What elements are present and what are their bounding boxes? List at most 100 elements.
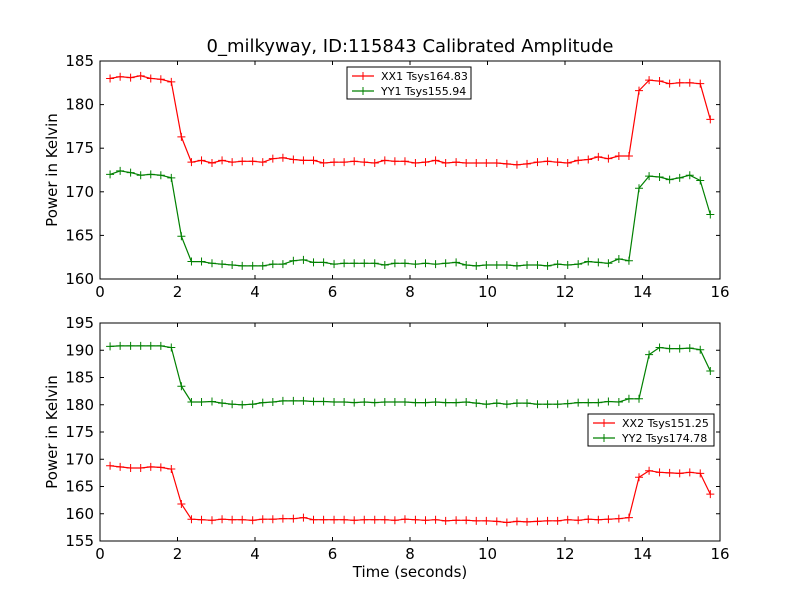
data-point xyxy=(116,72,125,81)
data-point xyxy=(655,172,664,181)
data-point xyxy=(136,341,145,350)
data-point xyxy=(278,260,287,269)
data-point xyxy=(207,516,216,525)
data-point xyxy=(167,343,176,352)
data-point xyxy=(136,463,145,472)
data-point xyxy=(492,399,501,408)
data-point xyxy=(197,257,206,266)
data-point xyxy=(431,260,440,269)
data-point xyxy=(533,400,542,409)
data-point xyxy=(228,400,237,409)
data-point xyxy=(197,156,206,165)
data-point xyxy=(533,261,542,270)
x-tick-label: 8 xyxy=(405,283,415,301)
data-point xyxy=(258,515,267,524)
y-tick-label: 185 xyxy=(65,369,94,387)
data-point xyxy=(462,516,471,525)
data-point xyxy=(696,345,705,354)
data-point xyxy=(289,396,298,405)
x-tick-label: 14 xyxy=(633,545,652,563)
data-point xyxy=(635,184,644,193)
data-point xyxy=(421,259,430,268)
data-point xyxy=(350,157,359,166)
data-point xyxy=(268,398,277,407)
data-point xyxy=(126,463,135,472)
data-point xyxy=(502,400,511,409)
data-point xyxy=(472,399,481,408)
data-point xyxy=(706,210,715,219)
data-point xyxy=(472,516,481,525)
data-point xyxy=(594,152,603,161)
data-point xyxy=(635,394,644,403)
data-point xyxy=(431,515,440,524)
data-point xyxy=(299,513,308,522)
data-point xyxy=(248,516,257,525)
x-tick-label: 0 xyxy=(95,545,105,563)
y-tick-label: 165 xyxy=(65,226,94,244)
data-point xyxy=(156,341,165,350)
data-point xyxy=(319,397,328,406)
data-point xyxy=(645,350,654,359)
data-point xyxy=(563,399,572,408)
data-point xyxy=(177,132,186,141)
data-point xyxy=(411,260,420,269)
data-point xyxy=(299,255,308,264)
data-point xyxy=(675,78,684,87)
data-point xyxy=(685,78,694,87)
data-point xyxy=(523,261,532,270)
data-point xyxy=(411,515,420,524)
data-point xyxy=(492,159,501,168)
data-point xyxy=(604,154,613,163)
data-point xyxy=(116,341,125,350)
data-point xyxy=(380,398,389,407)
data-point xyxy=(421,158,430,167)
data-point xyxy=(156,171,165,180)
data-point xyxy=(248,261,257,270)
data-point xyxy=(563,159,572,168)
y-tick-label: 165 xyxy=(65,478,94,496)
data-point xyxy=(167,173,176,182)
data-point xyxy=(452,158,461,167)
data-point xyxy=(238,400,247,409)
legend-box xyxy=(346,66,472,100)
data-point xyxy=(390,516,399,525)
data-point xyxy=(635,86,644,95)
data-point xyxy=(482,400,491,409)
data-point xyxy=(553,400,562,409)
data-point xyxy=(370,259,379,268)
data-point xyxy=(289,514,298,523)
data-point xyxy=(197,515,206,524)
data-point xyxy=(543,157,552,166)
data-point xyxy=(238,515,247,524)
data-point xyxy=(207,397,216,406)
chart-panel-1: 0 2 4 6 8 10 12 14 16 160 165 170 175 180 185 Power in … xyxy=(43,52,730,301)
data-point xyxy=(330,515,339,524)
data-point xyxy=(594,515,603,524)
data-point xyxy=(238,261,247,270)
data-point xyxy=(696,79,705,88)
legend-label: YY1 Tsys155.94 xyxy=(380,85,466,98)
data-point xyxy=(330,260,339,269)
data-point xyxy=(258,398,267,407)
data-point xyxy=(218,399,227,408)
data-point xyxy=(116,462,125,471)
data-point xyxy=(706,115,715,124)
y-axis-label: Power in Kelvin xyxy=(43,375,61,489)
data-point xyxy=(645,76,654,85)
data-point xyxy=(675,344,684,353)
data-point xyxy=(330,398,339,407)
data-point xyxy=(685,171,694,180)
x-tick-label: 12 xyxy=(555,283,574,301)
legend-label: XX1 Tsys164.83 xyxy=(381,70,468,83)
y-tick-label: 195 xyxy=(65,314,94,332)
data-point xyxy=(614,254,623,263)
data-point xyxy=(146,74,155,83)
y-tick-label: 175 xyxy=(65,423,94,441)
data-point xyxy=(146,341,155,350)
y-tick-label: 170 xyxy=(65,450,94,468)
legend: XX2 Tsys151.25 YY2 Tsys174.78 xyxy=(587,413,715,447)
y-tick-label: 185 xyxy=(65,52,94,70)
data-point xyxy=(319,159,328,168)
x-tick-label: 4 xyxy=(250,283,260,301)
data-point xyxy=(523,399,532,408)
